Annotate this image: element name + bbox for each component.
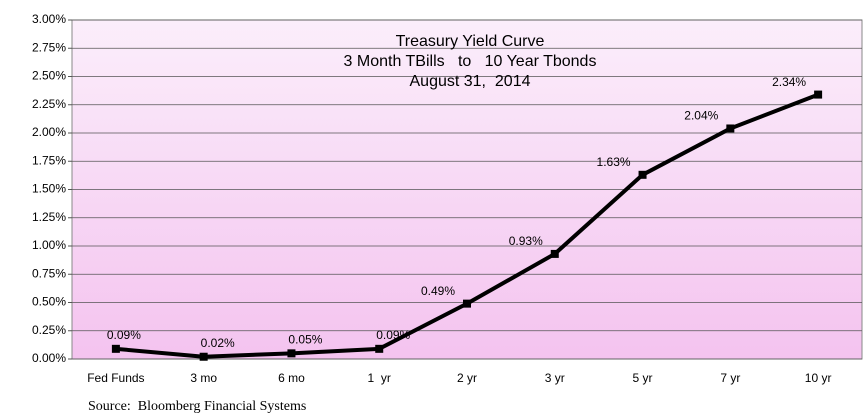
x-tick-label: 3 yr xyxy=(545,371,565,385)
data-label: 2.34% xyxy=(772,75,806,89)
data-label: 0.02% xyxy=(201,336,235,350)
data-label: 0.49% xyxy=(421,284,455,298)
data-label: 0.09% xyxy=(107,328,141,342)
data-label: 0.09% xyxy=(376,328,410,342)
marker xyxy=(375,344,384,353)
x-tick-label: 7 yr xyxy=(720,371,740,385)
y-tick-label: 0.50% xyxy=(32,295,66,309)
source: Source: Bloomberg Financial Systems xyxy=(88,399,306,414)
marker xyxy=(726,124,735,133)
x-tick-label: 10 yr xyxy=(805,371,832,385)
y-tick-label: 3.00% xyxy=(32,12,66,26)
marker xyxy=(287,349,296,358)
marker xyxy=(814,90,823,99)
y-tick-label: 1.50% xyxy=(32,182,66,196)
data-label: 0.93% xyxy=(509,234,543,248)
marker xyxy=(199,352,208,361)
y-tick-label: 1.75% xyxy=(32,153,66,167)
x-tick-label: 6 mo xyxy=(278,371,305,385)
y-tick-label: 0.00% xyxy=(32,351,66,365)
y-tick-label: 2.50% xyxy=(32,69,66,83)
x-tick-label: Fed Funds xyxy=(87,371,144,385)
x-tick-label: 1 yr xyxy=(368,371,391,385)
data-label: 1.63% xyxy=(597,155,631,169)
y-tick-label: 0.25% xyxy=(32,323,66,337)
marker xyxy=(463,299,471,308)
marker xyxy=(550,249,559,258)
chart-title: August 31, 2014 xyxy=(410,73,531,90)
x-tick-label: 2 yr xyxy=(457,371,477,385)
y-tick-label: 1.25% xyxy=(32,210,66,224)
marker xyxy=(638,170,647,179)
x-tick-label: 5 yr xyxy=(633,371,653,385)
y-tick-label: 1.00% xyxy=(32,238,66,252)
x-tick-label: 3 mo xyxy=(190,371,217,385)
chart-title: 3 Month TBills to 10 Year Tbonds xyxy=(344,53,597,70)
data-label: 2.04% xyxy=(684,109,718,123)
y-tick-label: 0.75% xyxy=(32,266,66,280)
marker xyxy=(111,344,120,353)
y-tick-label: 2.25% xyxy=(32,97,66,111)
y-tick-label: 2.75% xyxy=(32,40,66,54)
data-label: 0.05% xyxy=(288,333,322,347)
chart-title: Treasury Yield Curve xyxy=(396,33,545,50)
y-tick-label: 2.00% xyxy=(32,125,66,139)
